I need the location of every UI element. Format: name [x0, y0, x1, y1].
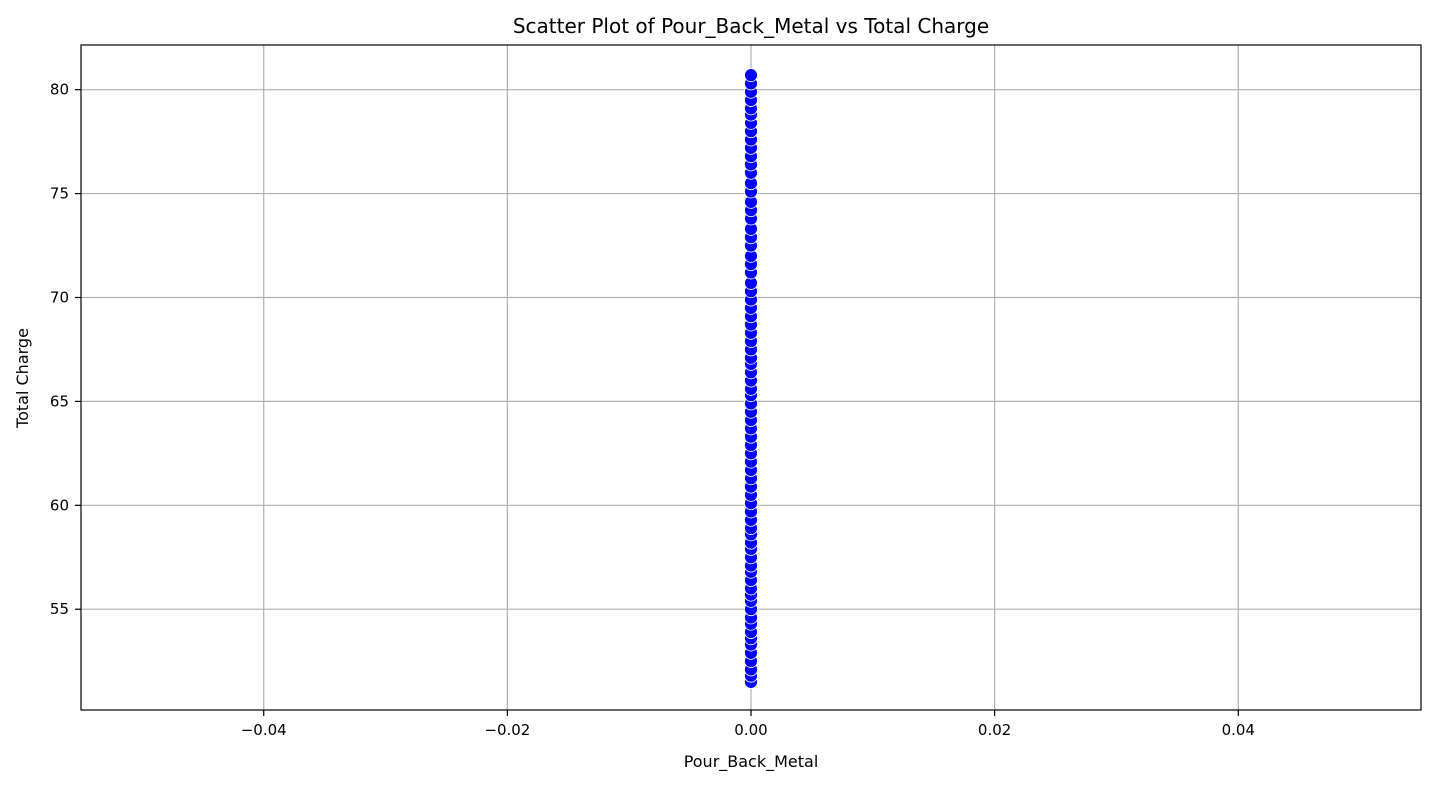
y-tick-label: 80: [50, 81, 69, 99]
x-axis-label: Pour_Back_Metal: [684, 752, 819, 772]
y-tick-label: 55: [50, 600, 69, 618]
x-tick-label: 0.00: [734, 721, 767, 739]
chart-title: Scatter Plot of Pour_Back_Metal vs Total…: [513, 14, 989, 38]
x-axis-ticks: −0.04 −0.02 0.00 0.02 0.04: [241, 710, 1255, 739]
x-tick-label: −0.02: [484, 721, 530, 739]
data-points: [744, 68, 758, 689]
y-tick-label: 65: [50, 392, 69, 410]
y-tick-label: 75: [50, 185, 69, 203]
y-axis-label: Total Charge: [13, 328, 32, 429]
scatter-point: [744, 68, 758, 83]
y-tick-label: 60: [50, 496, 69, 514]
x-tick-label: 0.04: [1222, 721, 1255, 739]
y-axis-ticks: 55 60 65 70 75 80: [50, 81, 81, 618]
y-tick-label: 70: [50, 288, 69, 306]
x-tick-label: 0.02: [978, 721, 1011, 739]
x-tick-label: −0.04: [241, 721, 287, 739]
